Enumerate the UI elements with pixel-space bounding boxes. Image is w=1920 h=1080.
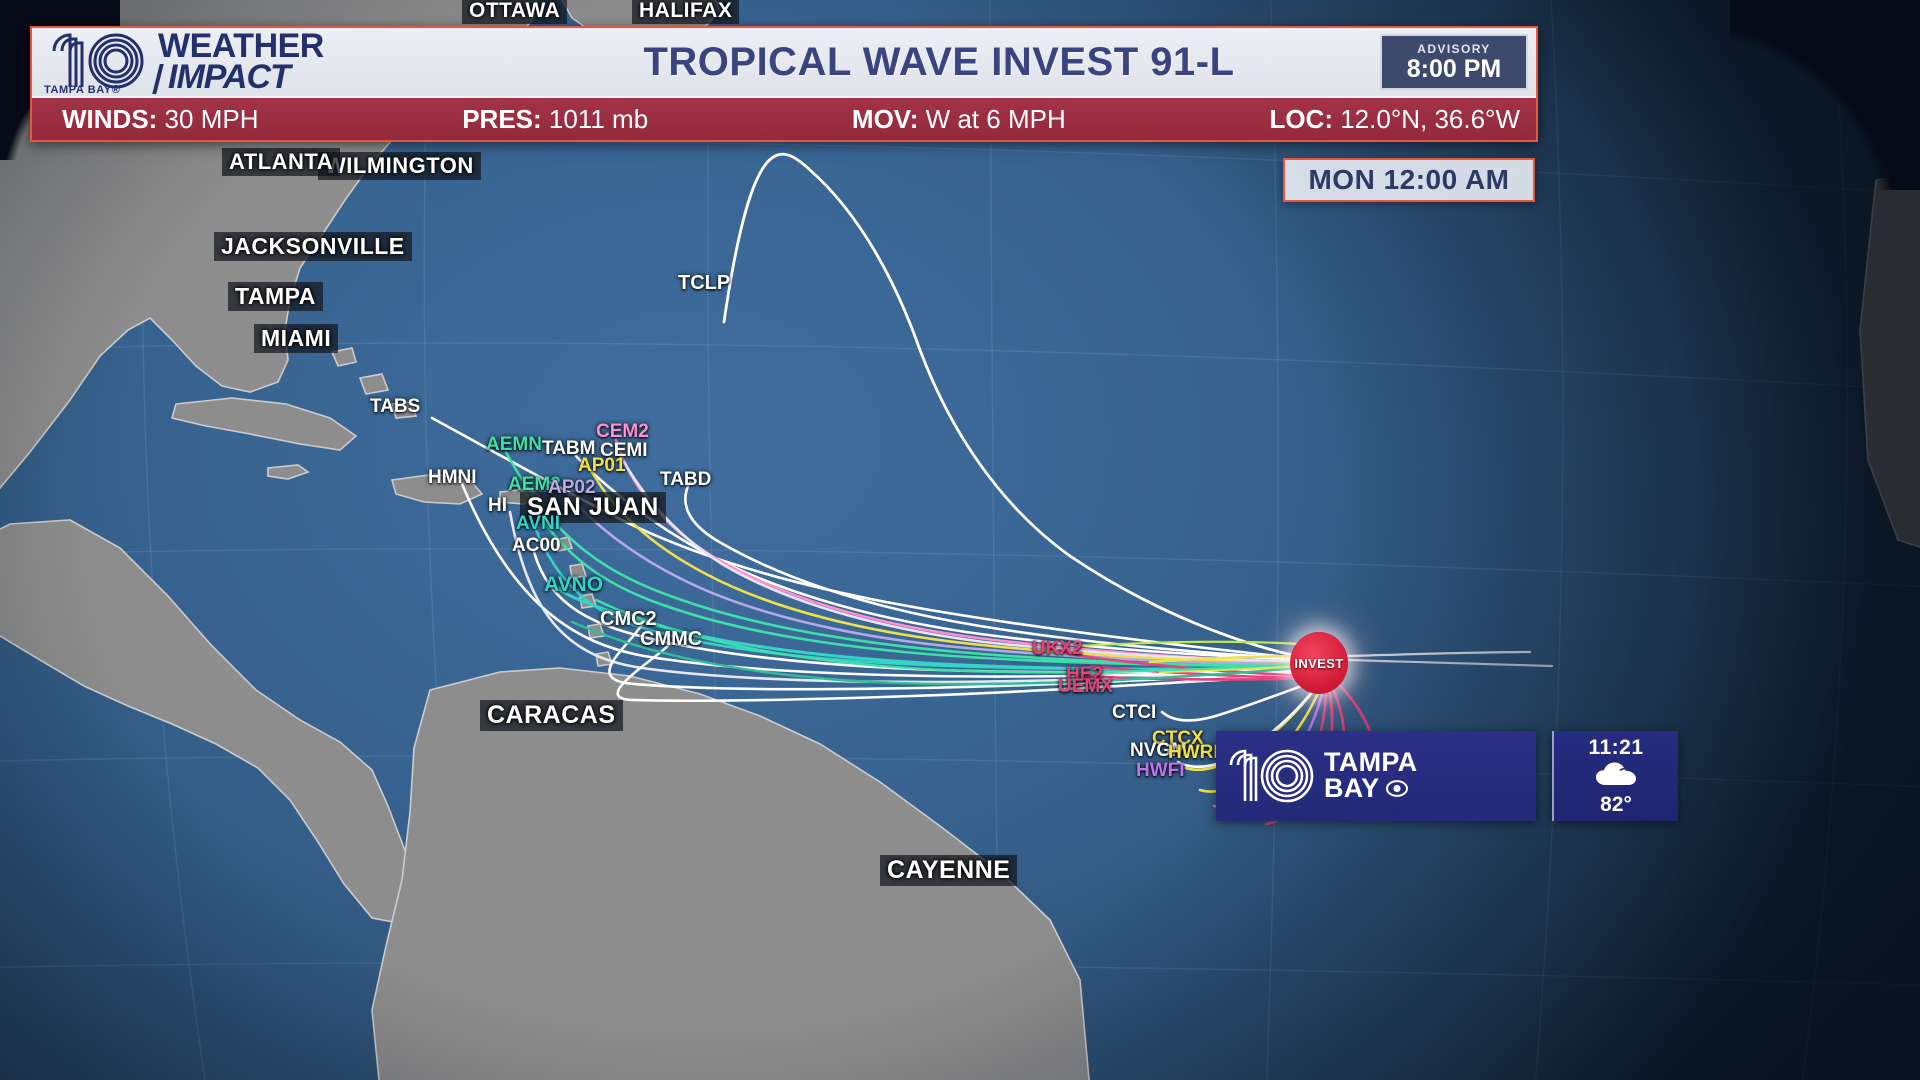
model-track-label-ctcx: CTCX xyxy=(1152,728,1204,749)
city-label-tampa: TAMPA xyxy=(228,282,323,311)
city-label-text: JACKSONVILLE xyxy=(214,232,412,261)
storm-stat-value: 1011 mb xyxy=(541,103,649,134)
city-label-jacksonville: JACKSONVILLE xyxy=(214,232,412,261)
invest-marker[interactable]: INVEST xyxy=(1290,632,1348,694)
city-label-text: CAYENNE xyxy=(880,855,1018,886)
storm-stat-label: PRES: xyxy=(462,103,542,134)
city-label-halifax: HALIFAX xyxy=(632,0,740,24)
invest-marker-label: INVEST xyxy=(1294,655,1344,671)
station-bug-name-line1: TAMPA xyxy=(1324,747,1418,778)
model-track-label-aemn: AEMN xyxy=(486,434,542,455)
city-label-cayenne: CAYENNE xyxy=(880,855,1018,886)
logo-station-name: TAMPA BAY® xyxy=(44,84,121,96)
city-label-text: HALIFAX xyxy=(632,0,740,24)
cloud-icon xyxy=(1594,761,1638,792)
weather-impact-logo: TAMPA BAY® WEATHER IMPACT xyxy=(32,28,372,96)
model-track-label-hwrf: HWRF xyxy=(1168,742,1225,763)
model-track-label-nvgm: NVGM xyxy=(1130,740,1187,761)
advisory-badge: ADVISORY 8:00 PM xyxy=(1380,34,1528,90)
advisory-label: ADVISORY xyxy=(1417,41,1491,56)
model-track-label-ukx2: UKX2 xyxy=(1032,638,1083,659)
storm-stat-pres: PRES: 1011 mb xyxy=(462,104,648,135)
model-track-label-tabd: TABD xyxy=(660,469,712,490)
header-title-row: TAMPA BAY® WEATHER IMPACT TROPICAL WAVE … xyxy=(32,28,1536,96)
frame-timestamp: MON 12:00 AM xyxy=(1283,158,1535,202)
storm-stat-value: 30 MPH xyxy=(157,103,259,134)
storm-stat-value: 12.0°N, 36.6°W xyxy=(1333,103,1520,134)
model-track-label-tclp: TCLP xyxy=(678,272,731,294)
temperature-display: 82° xyxy=(1600,792,1632,816)
storm-stat-winds: WINDS: 30 MPH xyxy=(62,104,258,135)
model-track-label-aem2: AEM2 xyxy=(508,474,561,495)
page-title: TROPICAL WAVE INVEST 91-L xyxy=(643,39,1235,84)
city-label-ottawa: OTTAWA xyxy=(462,0,568,24)
model-track-label-ap02: AP02 xyxy=(548,477,596,498)
model-track-label-ac00: AC00 xyxy=(512,535,561,556)
station-bug-logo-icon xyxy=(1216,731,1324,821)
model-track-label-he2: HE2 xyxy=(1066,664,1103,685)
logo-brand-impact: IMPACT xyxy=(158,60,324,94)
channel-10-logo-icon xyxy=(42,31,154,93)
storm-stat-value: W at 6 MPH xyxy=(918,103,1066,134)
model-track-label-cemi: CEMI xyxy=(600,440,648,461)
model-track-label-hwfi: HWFI xyxy=(1136,760,1185,781)
city-label-text: OTTAWA xyxy=(462,0,568,24)
model-track-label-avno: AVNO xyxy=(544,573,604,596)
city-label-caracas: CARACAS xyxy=(480,700,623,731)
storm-stat-label: WINDS: xyxy=(62,103,158,134)
model-track-label-hmni: HMNI xyxy=(428,467,477,488)
weather-header-banner: TAMPA BAY® WEATHER IMPACT TROPICAL WAVE … xyxy=(30,26,1538,142)
model-track-label-hi: HI xyxy=(488,495,507,516)
cbs-eye-icon xyxy=(1386,776,1409,802)
model-track-label-cem2: CEM2 xyxy=(596,421,649,442)
city-label-text: TAMPA xyxy=(228,282,323,311)
model-track-label-tabm: TABM xyxy=(542,438,596,459)
city-label-text: WILMINGTON xyxy=(318,152,481,180)
model-track-label-cmmc: CMMC xyxy=(640,628,703,650)
storm-stat-mov: MOV: W at 6 MPH xyxy=(852,104,1066,135)
clock-display: 11:21 xyxy=(1588,735,1644,759)
city-label-miami: MIAMI xyxy=(254,324,339,353)
model-track-label-ctci: CTCI xyxy=(1112,702,1157,723)
model-track-label-cmc2: CMC2 xyxy=(600,608,657,630)
station-bug-name: TAMPA BAY xyxy=(1324,747,1418,803)
city-label-san-juan: SAN JUAN xyxy=(520,492,666,523)
city-label-text: ATLANTA xyxy=(222,148,341,176)
advisory-time: 8:00 PM xyxy=(1406,54,1502,83)
city-label-text: SAN JUAN xyxy=(520,492,666,523)
storm-stat-label: MOV: xyxy=(851,103,919,134)
city-label-text: MIAMI xyxy=(254,324,339,353)
current-conditions-widget: 11:21 82° xyxy=(1552,731,1678,821)
city-label-wilmington: WILMINGTON xyxy=(318,152,481,180)
city-label-atlanta: ATLANTA xyxy=(222,148,341,176)
station-bug-name-line2: BAY xyxy=(1324,773,1380,803)
space-corner-topright xyxy=(1730,0,1920,190)
station-bug: TAMPA BAY xyxy=(1216,731,1536,821)
city-label-text: CARACAS xyxy=(480,700,623,731)
model-track-label-tabs: TABS xyxy=(370,396,421,417)
model-track-label-avni: AVNI xyxy=(516,513,560,534)
storm-stat-label: LOC: xyxy=(1269,103,1333,134)
model-track-label-ap01: AP01 xyxy=(578,455,626,476)
storm-stat-loc: LOC: 12.0°N, 36.6°W xyxy=(1269,104,1520,135)
storm-stats-bar: WINDS: 30 MPH PRES: 1011 mb MOV: W at 6 MP… xyxy=(32,96,1536,140)
model-track-label-uemx: UEMX xyxy=(1058,676,1113,697)
